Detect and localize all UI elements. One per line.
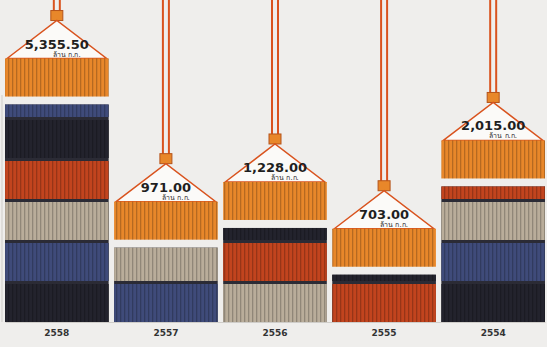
cranes bbox=[5, 0, 545, 267]
data-label: 703.00 bbox=[359, 207, 409, 222]
tick: 2554 bbox=[481, 322, 506, 338]
x-axis: 2558 2557 2556 2555 2554 bbox=[6, 322, 546, 338]
bar-group bbox=[441, 186, 545, 322]
container bbox=[5, 243, 109, 281]
container bbox=[114, 284, 218, 322]
unit-label: ล้าน ก.ก. bbox=[489, 132, 517, 140]
container-ribs bbox=[5, 120, 109, 158]
data-label: 1,228.00 bbox=[243, 160, 307, 175]
bar bbox=[5, 105, 109, 322]
container bbox=[223, 284, 327, 322]
cable bbox=[489, 0, 491, 96]
hanging-container bbox=[441, 140, 545, 178]
container bbox=[223, 228, 327, 240]
container-ribs bbox=[441, 186, 545, 199]
data-label: 5,355.50 bbox=[25, 37, 89, 52]
container bbox=[5, 284, 109, 322]
tick-label: 2554 bbox=[481, 328, 506, 338]
container-ribs bbox=[441, 140, 545, 178]
container-ribs bbox=[441, 243, 545, 281]
container bbox=[441, 284, 545, 322]
container bbox=[5, 202, 109, 240]
container bbox=[441, 243, 545, 281]
unit-label: ล้าน ก.ก. bbox=[271, 174, 299, 182]
value-axis-line bbox=[2, 95, 3, 322]
tick-label: 2555 bbox=[372, 328, 397, 338]
unit-label: ล้าน ก.ก. bbox=[53, 51, 81, 59]
container-ribs bbox=[332, 229, 436, 267]
container-ribs bbox=[114, 284, 218, 322]
container-ribs bbox=[114, 202, 218, 240]
cable bbox=[495, 0, 497, 96]
container-ribs bbox=[332, 284, 436, 322]
container-ribs bbox=[114, 248, 218, 281]
container bbox=[332, 284, 436, 322]
tick: 2556 bbox=[262, 322, 287, 338]
hanging-container bbox=[5, 59, 109, 97]
hook bbox=[378, 181, 390, 191]
container-ribs bbox=[223, 243, 327, 281]
tick-label: 2557 bbox=[153, 328, 178, 338]
tick-label: 2558 bbox=[44, 328, 69, 338]
cable bbox=[271, 0, 273, 138]
tick-label: 2556 bbox=[262, 328, 287, 338]
unit-label: ล้าน ก.ก. bbox=[380, 221, 408, 229]
unit-label: ล้าน ก.ก. bbox=[162, 194, 190, 202]
cable bbox=[277, 0, 279, 138]
sling bbox=[334, 191, 434, 229]
container-ribs bbox=[223, 228, 327, 240]
bar-group bbox=[332, 275, 436, 322]
tick: 2558 bbox=[44, 322, 69, 338]
sling bbox=[7, 21, 107, 59]
container bbox=[223, 243, 327, 281]
container bbox=[5, 105, 109, 117]
bar bbox=[441, 186, 545, 322]
bar-group bbox=[114, 248, 218, 322]
sling bbox=[225, 144, 325, 182]
cable bbox=[162, 0, 164, 158]
hanging-container bbox=[223, 182, 327, 220]
container-ribs bbox=[441, 284, 545, 322]
container-ribs bbox=[5, 161, 109, 199]
hook bbox=[160, 154, 172, 164]
tick: 2557 bbox=[153, 322, 178, 338]
container-ribs bbox=[5, 59, 109, 97]
cable bbox=[386, 0, 388, 185]
container-ribs bbox=[5, 105, 109, 117]
container-ribs bbox=[332, 275, 436, 281]
container bbox=[5, 120, 109, 158]
container-ribs bbox=[223, 182, 327, 220]
container-ribs bbox=[5, 202, 109, 240]
hanging-container bbox=[114, 202, 218, 240]
hook bbox=[51, 11, 63, 21]
bar bbox=[114, 248, 218, 322]
tick: 2555 bbox=[372, 322, 397, 338]
data-label: 2,015.00 bbox=[461, 118, 525, 133]
container-ribs bbox=[5, 284, 109, 322]
chart: 5,355.50ล้าน ก.ก.971.00ล้าน ก.ก.1,228.00… bbox=[0, 0, 547, 347]
hook bbox=[269, 134, 281, 144]
hook bbox=[487, 92, 499, 102]
data-label: 971.00 bbox=[141, 180, 191, 195]
container bbox=[5, 161, 109, 199]
labels: 5,355.50ล้าน ก.ก.971.00ล้าน ก.ก.1,228.00… bbox=[25, 37, 526, 229]
container-ribs bbox=[5, 243, 109, 281]
cable bbox=[380, 0, 382, 185]
container bbox=[441, 202, 545, 240]
cable bbox=[168, 0, 170, 158]
container bbox=[441, 186, 545, 199]
container bbox=[332, 275, 436, 281]
container bbox=[114, 248, 218, 281]
hanging-container bbox=[332, 229, 436, 267]
bar-group bbox=[5, 105, 109, 322]
sling bbox=[443, 102, 543, 140]
axis-line bbox=[6, 322, 546, 323]
bar bbox=[223, 228, 327, 322]
container-ribs bbox=[441, 202, 545, 240]
container-ribs bbox=[223, 284, 327, 322]
bar bbox=[332, 275, 436, 322]
sling bbox=[116, 164, 216, 202]
bar-group bbox=[223, 228, 327, 322]
